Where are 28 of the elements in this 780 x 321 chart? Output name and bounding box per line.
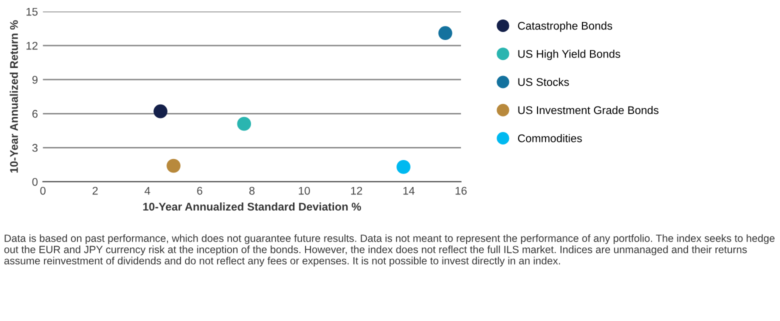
legend-label: Commodities xyxy=(518,134,582,142)
x-axis-title: 10-Year Annualized Standard Deviation % xyxy=(143,202,362,211)
point xyxy=(438,26,452,40)
y-tick-label: 6 xyxy=(32,110,38,118)
x-tick-label: 4 xyxy=(144,186,150,195)
point xyxy=(237,116,252,131)
y-tick-label: 3 xyxy=(32,144,38,152)
point xyxy=(166,158,180,173)
x-tick-label: 8 xyxy=(249,186,255,195)
x-tick-label: 0 xyxy=(40,186,46,195)
x-tick-label: 16 xyxy=(456,186,467,195)
legend-label: US High Yield Bonds xyxy=(518,50,620,60)
y-axis-title: 10-Year Annualized Return % xyxy=(10,20,18,173)
legend-label: Catastrophe Bonds xyxy=(518,22,612,32)
y-tick-label: 0 xyxy=(32,178,38,186)
y-tick-label: 12 xyxy=(26,42,38,50)
y-tick-label: 15 xyxy=(26,8,38,16)
x-tick-label: 12 xyxy=(351,186,362,195)
x-tick-label: 6 xyxy=(197,186,202,195)
legend-label: US Stocks xyxy=(518,78,569,86)
point xyxy=(154,104,168,118)
y-tick-label: 9 xyxy=(32,76,38,84)
legend-label: US Investment Grade Bonds xyxy=(518,106,658,114)
text: Data is based on past performance, which does not guarantee future results. Data is not meant to represent the performance of any portfolio. The index seeks to hedge out the EUR and JPY currency risk at the inception of the bonds. However, the index does not reflect the full ILS market. Indices are unmanaged and their returns assume reinvestment of dividends and do not reflect any fees or expenses. It is not possible to invest directly in an index. xyxy=(4,234,775,266)
x-tick-label: 2 xyxy=(92,186,98,195)
point xyxy=(396,160,410,174)
x-tick-label: 14 xyxy=(403,186,415,195)
x-tick-label: 10 xyxy=(298,186,310,195)
